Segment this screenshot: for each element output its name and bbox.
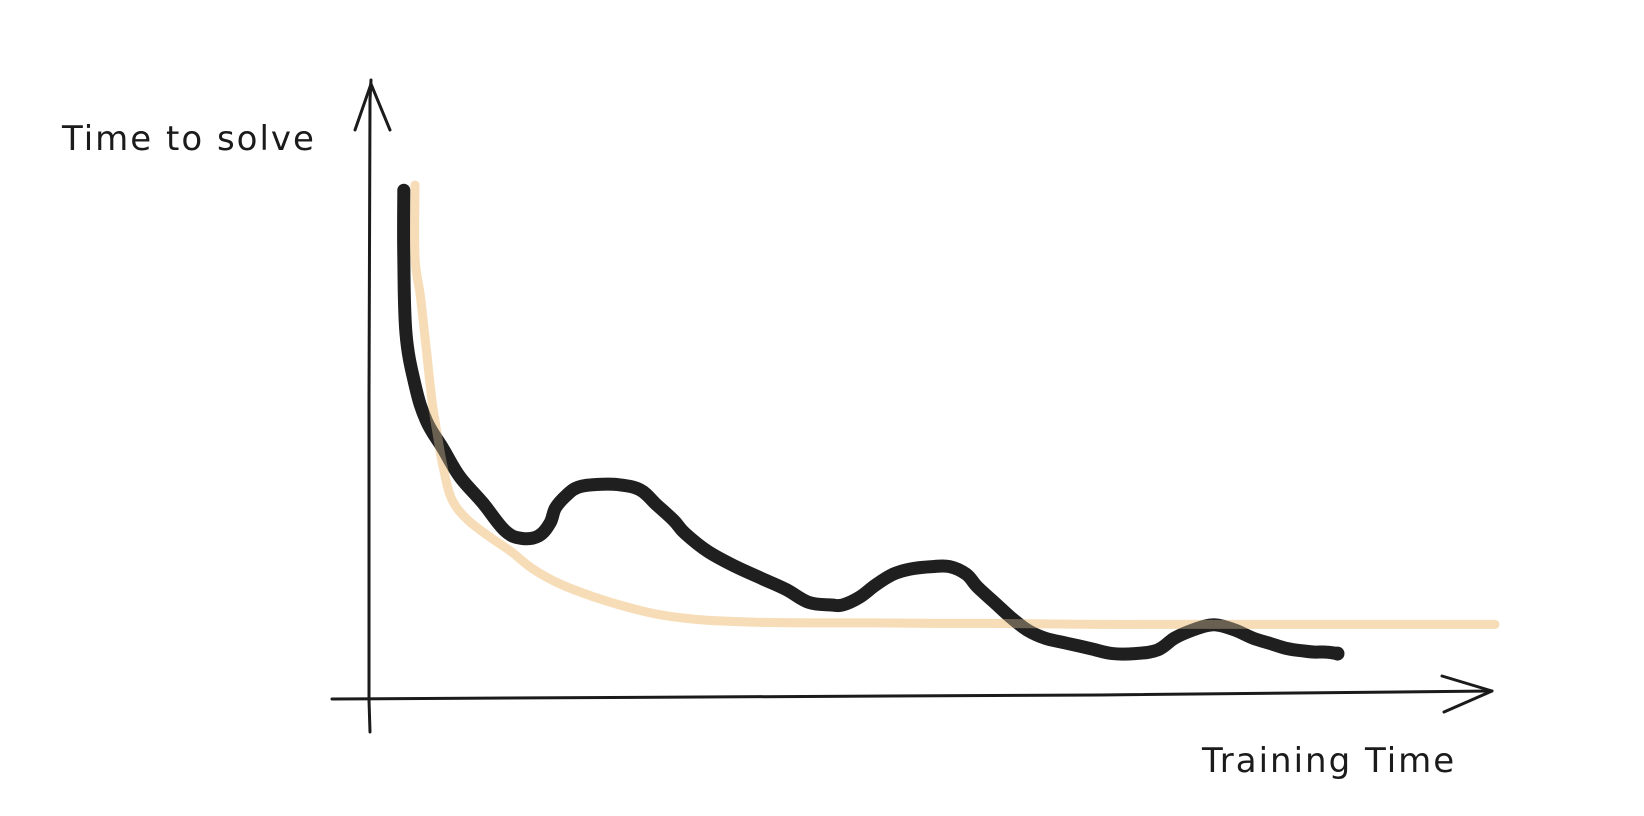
- x-axis: [330, 689, 1494, 701]
- x-axis-label: Training Time: [1201, 741, 1456, 781]
- series-line-2: [410, 180, 1500, 629]
- x-axis-arrow: [1440, 674, 1494, 714]
- y-axis-label: Time to solve: [61, 119, 316, 159]
- axes: [330, 78, 1494, 734]
- series-1-end-point: [1330, 646, 1345, 661]
- series-layer: [397, 180, 1500, 661]
- series-line-2-overlay: [410, 180, 1500, 629]
- y-axis: [367, 78, 373, 734]
- series-line-1: [397, 183, 1344, 661]
- y-axis-arrow: [353, 82, 392, 132]
